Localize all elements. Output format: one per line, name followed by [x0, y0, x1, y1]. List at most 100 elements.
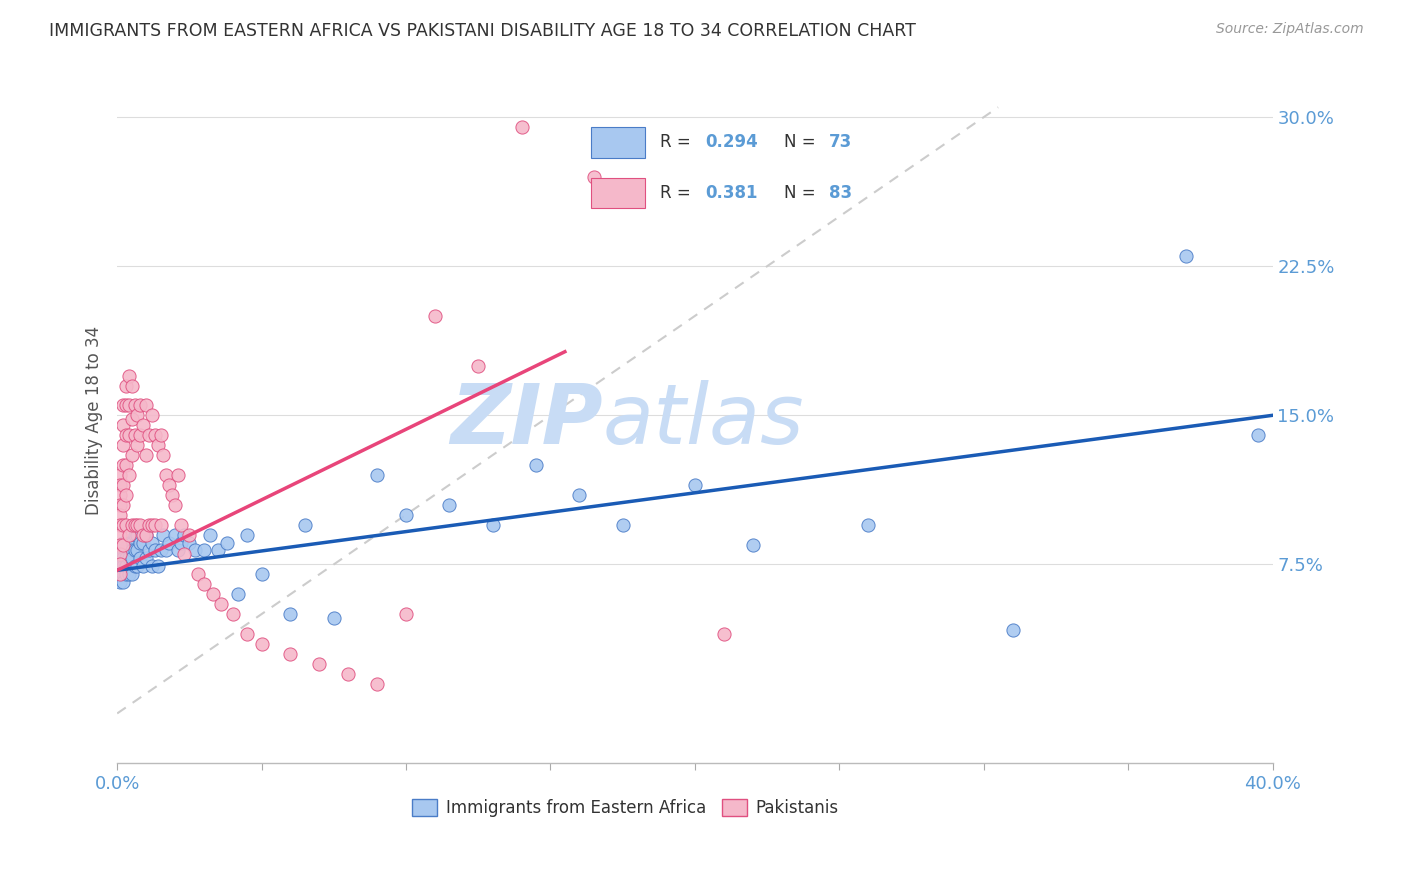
- Point: [170, 535, 193, 549]
- Point: [155, 543, 177, 558]
- Point: [187, 567, 209, 582]
- Point: [124, 428, 146, 442]
- Point: [127, 517, 149, 532]
- Point: [467, 359, 489, 373]
- Point: [395, 607, 418, 621]
- Point: [108, 567, 131, 582]
- Point: [115, 543, 138, 558]
- Point: [132, 535, 155, 549]
- Point: [366, 676, 388, 690]
- Point: [741, 537, 763, 551]
- Point: [111, 398, 134, 412]
- Point: [108, 548, 131, 562]
- Point: [568, 488, 591, 502]
- Point: [160, 488, 183, 502]
- Point: [118, 368, 141, 383]
- Point: [222, 607, 245, 621]
- Point: [236, 527, 259, 541]
- Point: [108, 543, 131, 558]
- Point: [439, 498, 461, 512]
- Point: [111, 575, 134, 590]
- Point: [201, 587, 224, 601]
- Point: [143, 517, 166, 532]
- Point: [111, 498, 134, 512]
- Point: [163, 527, 186, 541]
- Point: [524, 458, 547, 472]
- Point: [856, 517, 879, 532]
- Point: [111, 458, 134, 472]
- Point: [118, 543, 141, 558]
- Point: [121, 412, 143, 426]
- Point: [115, 488, 138, 502]
- Point: [280, 607, 302, 621]
- Point: [423, 309, 446, 323]
- Point: [108, 467, 131, 482]
- Point: [138, 543, 160, 558]
- Point: [118, 398, 141, 412]
- Point: [127, 409, 149, 423]
- Point: [118, 467, 141, 482]
- Legend: Immigrants from Eastern Africa, Pakistanis: Immigrants from Eastern Africa, Pakistan…: [405, 792, 845, 823]
- Point: [308, 657, 330, 671]
- Text: Source: ZipAtlas.com: Source: ZipAtlas.com: [1216, 22, 1364, 37]
- Point: [322, 611, 344, 625]
- Point: [157, 535, 180, 549]
- Point: [166, 467, 188, 482]
- Point: [111, 551, 134, 566]
- Point: [612, 517, 634, 532]
- Point: [115, 517, 138, 532]
- Point: [108, 498, 131, 512]
- Point: [1174, 249, 1197, 263]
- Point: [179, 535, 201, 549]
- Point: [250, 567, 273, 582]
- Point: [207, 543, 229, 558]
- Point: [143, 543, 166, 558]
- Point: [193, 577, 215, 591]
- Point: [124, 398, 146, 412]
- Point: [111, 418, 134, 433]
- Point: [108, 527, 131, 541]
- Point: [236, 627, 259, 641]
- Point: [111, 567, 134, 582]
- Point: [135, 551, 157, 566]
- Point: [111, 438, 134, 452]
- Point: [146, 559, 169, 574]
- Point: [111, 535, 134, 549]
- Point: [250, 637, 273, 651]
- Point: [121, 448, 143, 462]
- Point: [157, 478, 180, 492]
- Point: [108, 478, 131, 492]
- Point: [118, 428, 141, 442]
- Point: [127, 559, 149, 574]
- Point: [294, 517, 316, 532]
- Point: [141, 409, 163, 423]
- Point: [118, 535, 141, 549]
- Point: [129, 535, 152, 549]
- Point: [228, 587, 250, 601]
- Point: [149, 428, 172, 442]
- Point: [121, 378, 143, 392]
- Point: [163, 498, 186, 512]
- Point: [209, 597, 232, 611]
- Point: [115, 378, 138, 392]
- Point: [108, 508, 131, 522]
- Point: [129, 398, 152, 412]
- Point: [111, 517, 134, 532]
- Point: [149, 543, 172, 558]
- Point: [173, 527, 195, 541]
- Point: [170, 517, 193, 532]
- Point: [138, 517, 160, 532]
- Point: [121, 535, 143, 549]
- Point: [337, 666, 360, 681]
- Point: [118, 551, 141, 566]
- Point: [115, 428, 138, 442]
- Point: [141, 535, 163, 549]
- Point: [155, 467, 177, 482]
- Point: [179, 527, 201, 541]
- Point: [115, 559, 138, 574]
- Point: [215, 535, 238, 549]
- Point: [115, 458, 138, 472]
- Point: [111, 559, 134, 574]
- Point: [135, 527, 157, 541]
- Point: [108, 488, 131, 502]
